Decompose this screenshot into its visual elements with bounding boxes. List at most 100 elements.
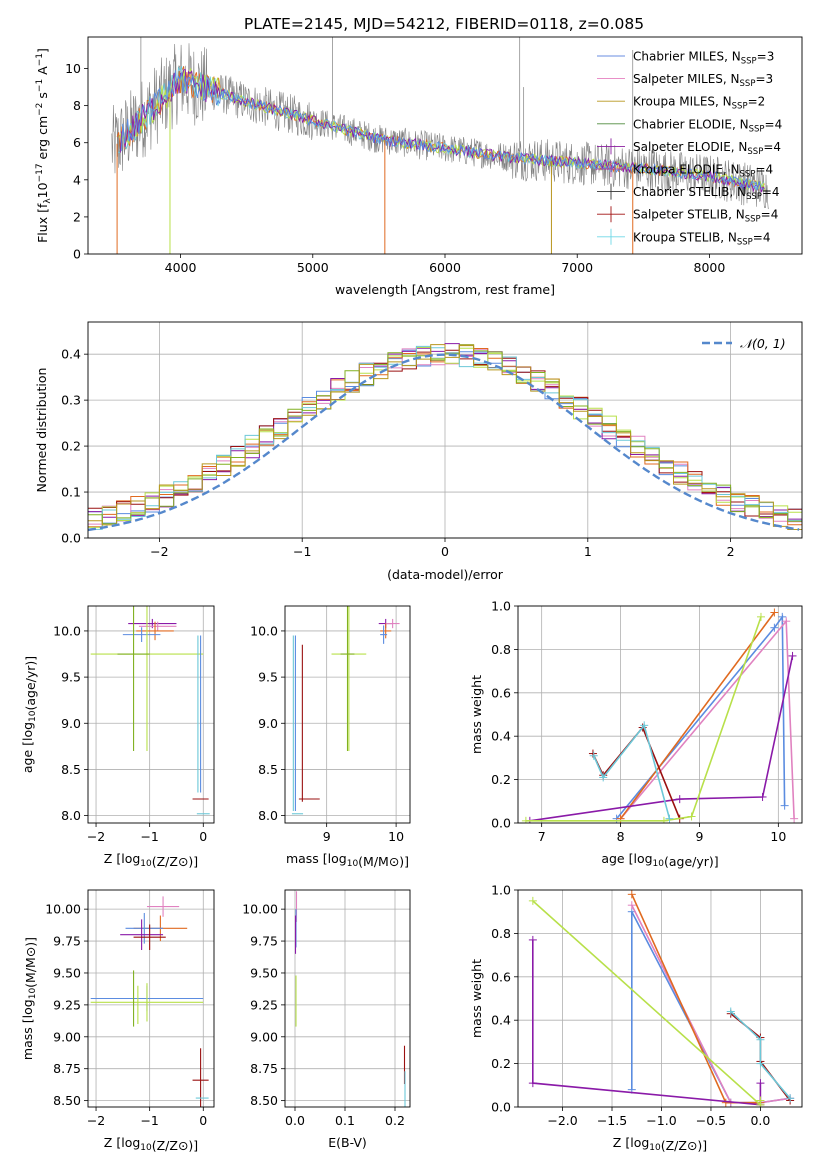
axes-frame (517, 889, 803, 1108)
x-tick-label: 0.1 (335, 1113, 355, 1128)
mass-weight-series (730, 1010, 791, 1099)
model-fit-line (119, 69, 765, 193)
y-tick-label: 8.5 (61, 762, 81, 777)
y-tick-label: 0.4 (61, 347, 81, 362)
x-tick-label: 0 (199, 829, 207, 844)
x-axis-label: age [log10(age/yr)] (601, 851, 718, 869)
axes-frame (284, 889, 411, 1108)
x-tick-label: −2 (87, 1113, 105, 1128)
y-tick-label: 0.2 (491, 772, 511, 787)
y-tick-label: 9.00 (53, 1029, 81, 1044)
x-tick-label: 0.0 (285, 1113, 305, 1128)
y-tick-label: 1.0 (491, 883, 511, 898)
y-tick-label: 9.00 (250, 1029, 278, 1044)
x-axis-label: (data-model)/error (387, 567, 504, 582)
legend-label: Kroupa ELODIE, NSSP=4 (633, 163, 773, 180)
y-tick-label: 8.5 (258, 762, 278, 777)
y-tick-label: 0.0 (491, 1100, 511, 1115)
plot-area (90, 896, 209, 1107)
normal-distribution-curve (88, 353, 800, 532)
legend-label: Chabrier STELIB, NSSP=4 (633, 185, 780, 202)
x-tick-label: 4000 (165, 260, 197, 275)
x-axis-label: Z [log10(Z/Z⊙)] (613, 1135, 707, 1153)
legend-label: Chabrier ELODIE, NSSP=4 (633, 117, 782, 134)
x-tick-label: −1 (140, 1113, 158, 1128)
y-tick-label: 10.00 (45, 902, 81, 917)
model-fit-line (120, 70, 764, 191)
residuals-panel: −2 −1 0 1 2 0.0 0.1 0.2 0.3 0.4 (data-model)/error… (34, 321, 803, 582)
plot-area (291, 606, 400, 815)
x-tick-label: 0.0 (750, 1113, 770, 1128)
x-tick-label: 7000 (561, 260, 593, 275)
y-tick-label: 6 (73, 135, 81, 150)
mass-weight-series (525, 616, 762, 822)
mass-weight-series (532, 939, 762, 1106)
y-tick-label: 0.3 (61, 393, 81, 408)
y-tick-label: 9.25 (250, 997, 278, 1012)
y-tick-label: 8 (73, 98, 81, 113)
plot-area (528, 890, 795, 1107)
x-tick-label: −2 (150, 544, 168, 559)
age-vs-mass-panel: 9 10 8.0 8.5 9.0 9.5 10.0 mass [log10(M/M⊙)] (250, 605, 411, 869)
x-tick-label: 10 (388, 829, 404, 844)
y-tick-label: 10 (65, 61, 81, 76)
residual-histogram (88, 348, 802, 525)
y-axis-label: Normed distribution (34, 368, 49, 493)
y-tick-label: 0.0 (61, 531, 81, 546)
mass-vs-metallicity-panel: −2 −1 0 8.50 8.75 9.00 9.25 9.50 9.75 10.00 Z [log… (20, 889, 215, 1153)
y-tick-label: 10.0 (250, 623, 278, 638)
plot-area (111, 37, 769, 254)
x-tick-label: 1 (584, 544, 592, 559)
y-tick-label: 4 (73, 172, 81, 187)
mass-weight-series (619, 619, 795, 820)
y-tick-label: 8.0 (61, 808, 81, 823)
y-axis-label: Flux [fλ10−17 erg cm−2 s−1 A−1] (35, 48, 53, 243)
x-tick-label: 9 (695, 829, 703, 844)
y-axis-label: mass weight (469, 675, 484, 754)
mass-weight-series (592, 723, 671, 819)
mass-weight-series (615, 614, 786, 820)
y-tick-label: 8.50 (250, 1093, 278, 1108)
y-tick-label: 9.75 (53, 934, 81, 949)
plot-area (294, 891, 406, 1107)
figure-title: PLATE=2145, MJD=54212, FIBERID=0118, z=0… (244, 15, 644, 33)
legend-label: Chabrier MILES, NSSP=3 (633, 50, 774, 67)
age-vs-metallicity-panel: −2 −1 0 8.0 8.5 9.0 9.5 10.0 Z [log10(Z/Z⊙)] age … (20, 605, 215, 869)
mass-weight-vs-metallicity-panel: −2.0 −1.5 −1.0 −0.5 0.0 0.0 0.2 0.4 0.6 0.8 1.0 Z [… (469, 883, 803, 1153)
x-axis-label: Z [log10(Z/Z⊙)] (104, 1135, 198, 1153)
mass-weight-series (631, 893, 761, 1104)
legend-label: Salpeter STELIB, NSSP=4 (633, 208, 778, 225)
y-tick-label: 9.50 (250, 965, 278, 980)
x-axis-label: E(B-V) (328, 1135, 367, 1150)
y-tick-label: 0.4 (491, 729, 511, 744)
x-axis-label: Z [log10(Z/Z⊙)] (104, 851, 198, 869)
x-tick-label: 0 (199, 1113, 207, 1128)
y-tick-label: 9.75 (250, 934, 278, 949)
axes-frame (517, 605, 803, 824)
x-tick-label: 2 (727, 544, 735, 559)
y-tick-label: 0.0 (491, 816, 511, 831)
y-tick-label: 8.75 (53, 1061, 81, 1076)
x-tick-label: −2 (87, 829, 105, 844)
x-tick-label: −1.0 (646, 1113, 676, 1128)
axes-frame (284, 605, 411, 824)
y-tick-label: 10.0 (53, 623, 81, 638)
legend-label: Kroupa STELIB, NSSP=4 (633, 230, 771, 247)
mass-vs-extinction-panel: 0.0 0.1 0.2 8.50 8.75 9.00 9.25 9.50 9.75 10.00 E(… (242, 889, 411, 1150)
y-tick-label: 1.0 (491, 599, 511, 614)
legend-label: Salpeter ELODIE, NSSP=4 (633, 140, 781, 157)
mass-weight-series (619, 612, 776, 820)
x-tick-label: 5000 (297, 260, 329, 275)
plot-area (88, 343, 802, 532)
x-axis-label: mass [log10(M/M⊙)] (286, 851, 409, 869)
axes-frame (87, 889, 215, 1108)
x-tick-label: 0 (441, 544, 449, 559)
y-tick-label: 10.00 (242, 902, 278, 917)
spectrum-panel: 4000 5000 6000 7000 8000 0 2 4 6 8 10 wavelength [A… (35, 36, 803, 297)
x-tick-label: −1 (140, 829, 158, 844)
y-axis-label: mass [log10(M/M⊙)] (20, 937, 38, 1060)
x-tick-label: −2.0 (547, 1113, 577, 1128)
legend-label: Salpeter MILES, NSSP=3 (633, 72, 773, 89)
y-tick-label: 0.2 (491, 1056, 511, 1071)
